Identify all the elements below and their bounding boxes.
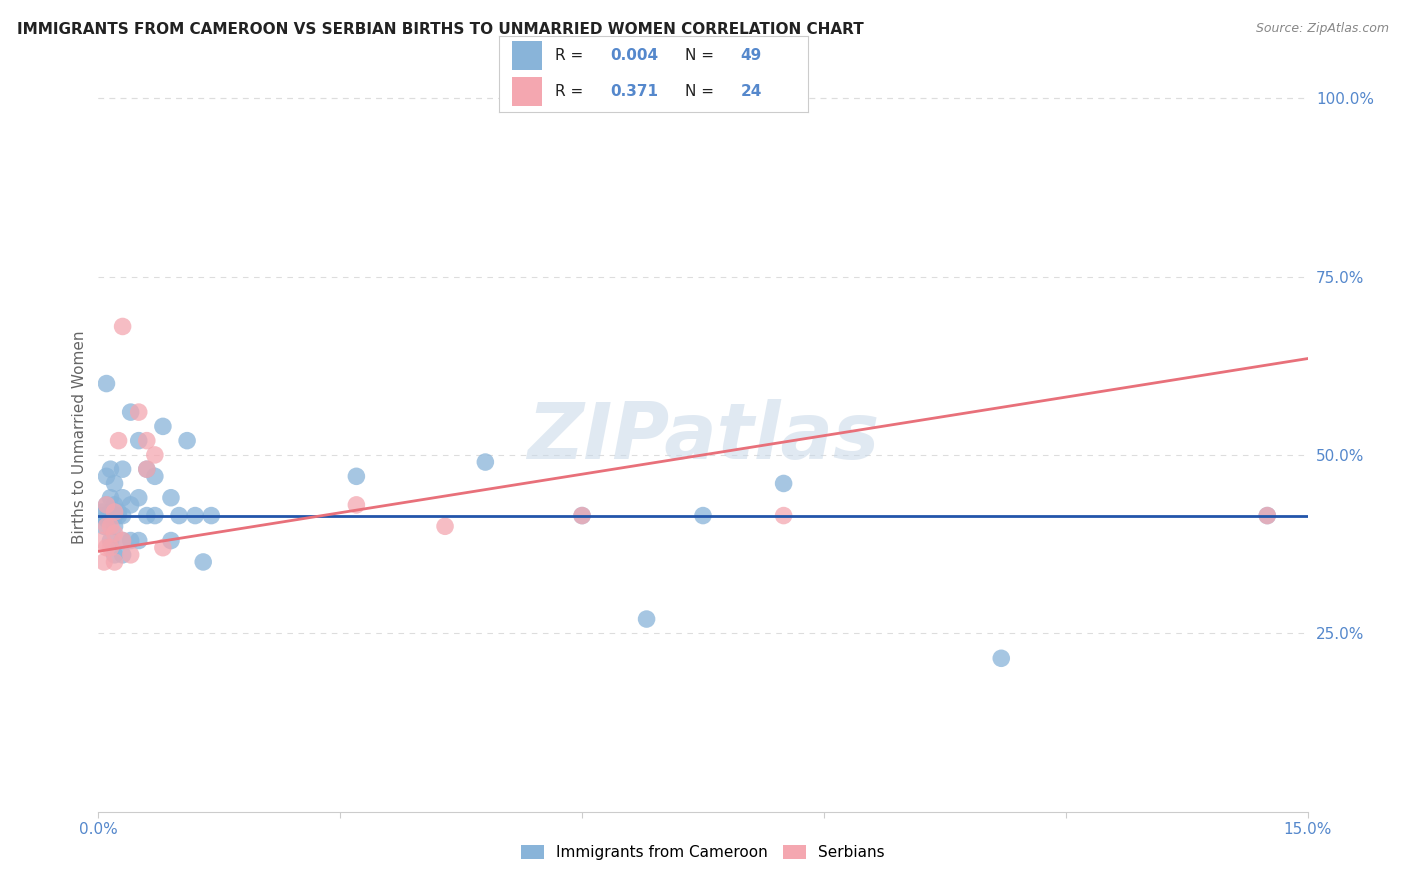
Point [107, 505, 129, 519]
Point [120, 405, 142, 419]
Point [160, 533, 183, 548]
Point [111, 462, 134, 476]
Point [96, 519, 118, 533]
Point [111, 533, 134, 548]
Point [135, 462, 157, 476]
Point [571, 508, 593, 523]
Point [103, 519, 125, 533]
Point [107, 434, 129, 448]
Point [103, 508, 125, 523]
Point [184, 508, 207, 523]
Text: N =: N = [685, 47, 718, 62]
Point [128, 491, 150, 505]
Point [111, 491, 134, 505]
Point [103, 548, 125, 562]
Point [434, 519, 457, 533]
Point [344, 498, 367, 512]
Point [772, 508, 794, 523]
Point [160, 491, 183, 505]
Point [91, 505, 114, 519]
Point [100, 462, 122, 476]
Text: IMMIGRANTS FROM CAMEROON VS SERBIAN BIRTHS TO UNMARRIED WOMEN CORRELATION CHART: IMMIGRANTS FROM CAMEROON VS SERBIAN BIRT… [17, 22, 863, 37]
Point [100, 519, 122, 533]
Point [93, 555, 115, 569]
Point [143, 448, 166, 462]
Point [636, 612, 658, 626]
Point [167, 508, 190, 523]
Point [128, 434, 150, 448]
Point [200, 508, 222, 523]
Point [135, 508, 157, 523]
Point [990, 651, 1012, 665]
Point [103, 526, 125, 541]
Point [692, 508, 714, 523]
Point [128, 405, 150, 419]
Point [1256, 508, 1278, 523]
Point [96, 512, 118, 526]
Point [152, 541, 174, 555]
Point [91, 533, 114, 548]
Point [128, 533, 150, 548]
Point [96, 541, 118, 555]
Point [96, 498, 118, 512]
Point [96, 376, 118, 391]
Point [143, 508, 166, 523]
Point [103, 476, 125, 491]
Point [100, 491, 122, 505]
Point [111, 548, 134, 562]
Point [103, 505, 125, 519]
Text: Source: ZipAtlas.com: Source: ZipAtlas.com [1256, 22, 1389, 36]
Point [135, 434, 157, 448]
Text: R =: R = [555, 47, 588, 62]
Point [107, 508, 129, 523]
Point [91, 508, 114, 523]
Point [111, 533, 134, 548]
Point [772, 476, 794, 491]
Y-axis label: Births to Unmarried Women: Births to Unmarried Women [72, 330, 87, 544]
Text: N =: N = [685, 84, 718, 99]
Point [120, 533, 142, 548]
Point [135, 462, 157, 476]
Point [344, 469, 367, 483]
Point [100, 541, 122, 555]
Point [474, 455, 496, 469]
Point [111, 508, 134, 523]
Point [100, 533, 122, 548]
Text: 0.004: 0.004 [610, 47, 658, 62]
Point [193, 555, 215, 569]
Point [176, 434, 198, 448]
Text: ZIPatlas: ZIPatlas [527, 399, 879, 475]
Point [1256, 508, 1278, 523]
Point [120, 498, 142, 512]
Point [96, 498, 118, 512]
Point [96, 469, 118, 483]
Point [111, 319, 134, 334]
Text: 24: 24 [741, 84, 762, 99]
FancyBboxPatch shape [512, 41, 543, 70]
Text: 49: 49 [741, 47, 762, 62]
Point [100, 505, 122, 519]
Point [571, 508, 593, 523]
Point [152, 419, 174, 434]
Point [103, 498, 125, 512]
Point [103, 555, 125, 569]
Legend: Immigrants from Cameroon, Serbians: Immigrants from Cameroon, Serbians [522, 846, 884, 860]
Point [143, 469, 166, 483]
Point [93, 519, 115, 533]
Text: 0.371: 0.371 [610, 84, 658, 99]
Point [120, 548, 142, 562]
FancyBboxPatch shape [512, 78, 543, 106]
Text: R =: R = [555, 84, 593, 99]
